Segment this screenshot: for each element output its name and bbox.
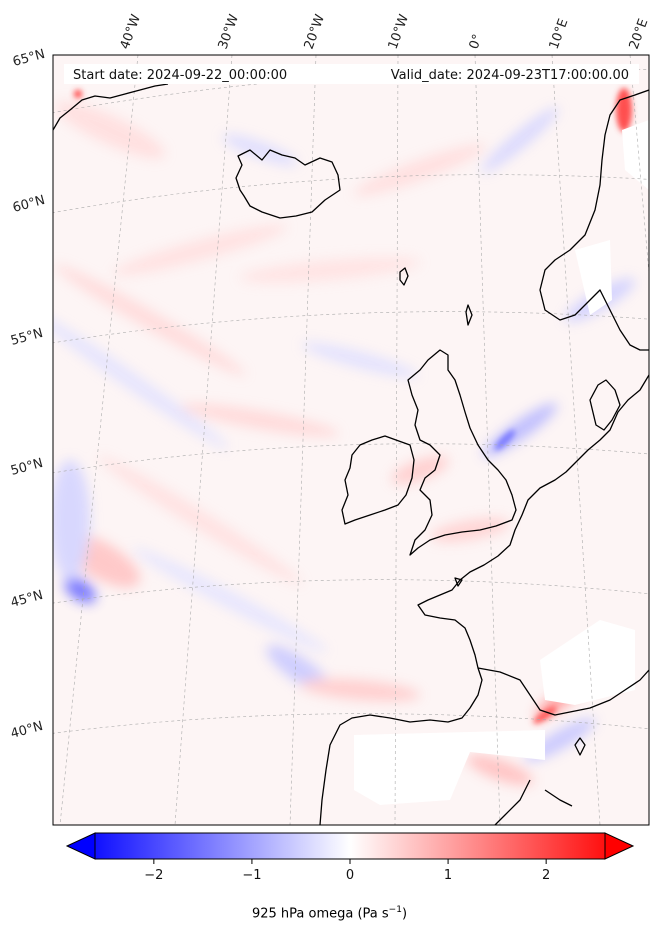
coastlines (53, 83, 649, 825)
colorbar-tick-label: 1 (444, 868, 452, 883)
colorbar-gradient (95, 833, 605, 859)
lat-label-50n: 50°N (9, 456, 45, 479)
map-frame (52, 54, 650, 826)
lat-label-45n: 45°N (9, 588, 45, 611)
latitude-labels: 65°N 60°N 55°N 50°N 45°N 40°N (9, 47, 47, 742)
colorbar-tick-label: −1 (242, 868, 261, 883)
lat-label-60n: 60°N (11, 193, 47, 216)
lat-label-65n: 65°N (11, 47, 47, 70)
lon-label-20w: 20°W (302, 12, 328, 51)
colorbar-high-extension (604, 832, 635, 860)
europe-coast (319, 374, 649, 825)
great-britain-coast (407, 349, 517, 556)
colorbar-units-base: (Pa s (357, 906, 389, 922)
colorbar-ticks: −2 −1 0 1 2 (144, 859, 550, 883)
colorbar-tick-label: 0 (346, 868, 354, 883)
header-strip (64, 64, 639, 84)
lon-label-10w: 10°W (386, 12, 412, 51)
scandinavia-coast (539, 89, 649, 351)
colorbar-units-exponent: −1 (388, 905, 402, 915)
colorbar-units-close: ) (401, 906, 408, 922)
ireland-coast (341, 435, 415, 525)
colorbar-tick-label: −2 (144, 868, 163, 883)
map-area (53, 55, 649, 825)
masked-regions (354, 120, 649, 805)
lon-label-30w: 30°W (216, 12, 242, 51)
lon-label-20e: 20°E (627, 17, 652, 52)
valid-date-label: Valid_date: 2024-09-23T17:00:00.00 (391, 68, 629, 83)
colorbar-variable: 925 hPa omega (251, 906, 354, 922)
lon-label-10e: 10°E (547, 17, 572, 52)
start-date-label: Start date: 2024-09-22_00:00:00 (73, 68, 287, 83)
lat-label-40n: 40°N (9, 719, 45, 742)
lon-label-40w: 40°W (118, 12, 144, 51)
colorbar-label: 925 hPa omega (Pa s−1) (0, 905, 659, 921)
lon-label-0: 0° (467, 32, 486, 51)
longitude-labels: 40°W 30°W 20°W 10°W 0° 10°E 20°E (118, 12, 652, 51)
iceland-coast (235, 149, 341, 219)
colorbar: −2 −1 0 1 2 (65, 832, 635, 883)
denmark-coast (589, 379, 621, 431)
colorbar-low-extension (65, 832, 96, 860)
lat-label-55n: 55°N (9, 326, 45, 349)
colorbar-tick-label: 2 (542, 868, 550, 883)
